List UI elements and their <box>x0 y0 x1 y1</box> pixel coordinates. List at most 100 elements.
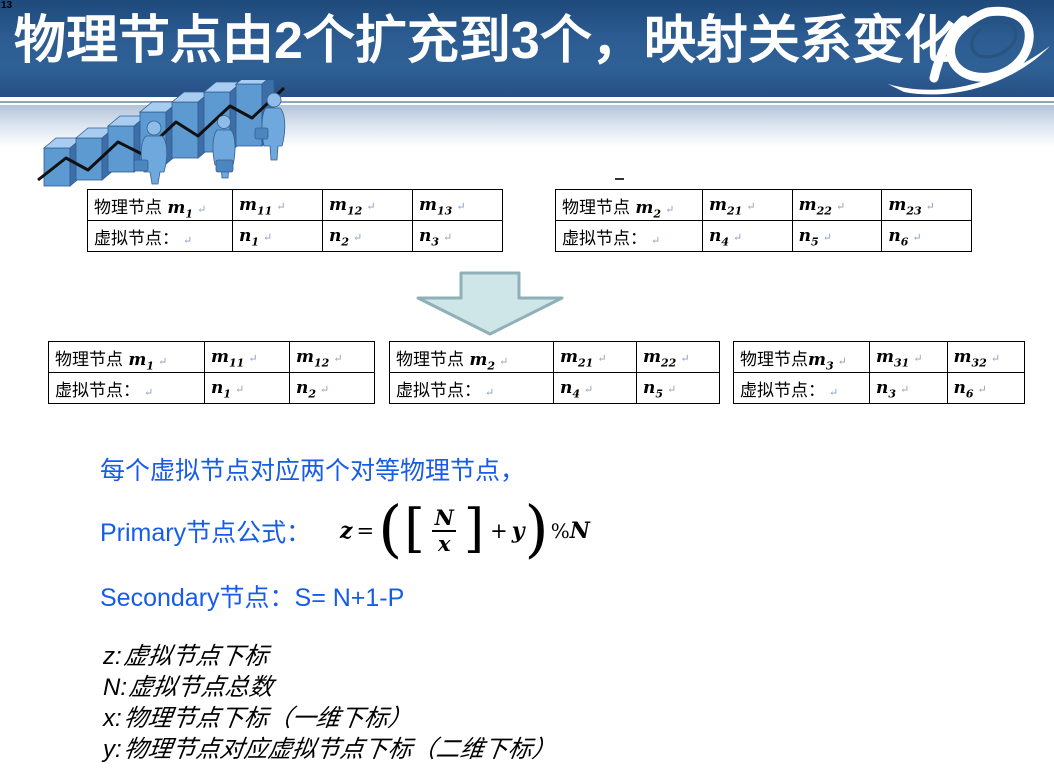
return-mark: ↵ <box>197 202 207 216</box>
return-mark: ↵ <box>443 231 453 244</box>
separator-line <box>0 101 1054 103</box>
return-mark: ↵ <box>320 383 330 396</box>
table-cell: n6 ↵ <box>946 372 1025 404</box>
table-cell: 物理节点 m1 ↵ <box>87 189 233 221</box>
return-mark: ↵ <box>263 231 273 244</box>
person-figure <box>133 120 168 185</box>
table-cell: n1 ↵ <box>232 220 323 252</box>
return-mark: ↵ <box>667 383 677 396</box>
table-row: 物理节点 m2 ↵ m21 ↵ m22 ↵ m23 ↵ <box>555 189 972 221</box>
title-bar <box>0 0 1054 97</box>
return-mark: ↵ <box>990 352 1001 365</box>
return-mark: ↵ <box>746 200 756 213</box>
down-arrow-icon <box>416 271 564 336</box>
return-mark: ↵ <box>485 385 495 399</box>
table-cell: n2 ↵ <box>322 220 413 252</box>
table-cell: m12 ↵ <box>322 189 413 221</box>
mapping-table-bottom-middle: 物理节点 m2 ↵ m21 ↵ m22 ↵ 虚拟节点： ↵ n4 ↵ n5 ↵ <box>389 341 720 404</box>
definition-x: x:物理节点下标（一维下标） <box>103 704 414 732</box>
table-cell: n3 ↵ <box>869 372 948 404</box>
table-cell: 物理节点 m2 ↵ <box>555 189 703 221</box>
return-mark: ↵ <box>248 352 258 365</box>
return-mark: ↵ <box>333 352 343 365</box>
table-cell: 虚拟节点： ↵ <box>48 372 205 404</box>
table-cell: m31 ↵ <box>869 341 948 373</box>
return-mark: ↵ <box>366 200 376 213</box>
formula-mod-sign: % <box>550 519 570 543</box>
formula-lhs: z <box>340 518 353 544</box>
separator-line <box>0 103 1054 105</box>
table-row: 虚拟节点： ↵ n4 ↵ n5 ↵ <box>389 372 720 404</box>
table-cell: m22 ↵ <box>636 341 720 373</box>
table-cell: m21 ↵ <box>553 341 637 373</box>
return-mark: ↵ <box>822 231 832 244</box>
table-cell: n2 ↵ <box>289 372 375 404</box>
slide-title: 物理节点由2个扩充到3个，映射关系变化 <box>14 12 956 70</box>
table-row: 物理节点 m1 ↵ m11 ↵ m12 ↵ <box>48 341 375 373</box>
table-row: 虚拟节点： ↵ n1 ↵ n2 ↵ n3 ↵ <box>87 220 503 252</box>
return-mark: ↵ <box>925 200 935 213</box>
logo-swoosh-icon <box>888 6 1050 95</box>
secondary-formula-line: Secondary节点：S= N+1-P <box>100 584 405 612</box>
return-mark: ↵ <box>829 385 839 399</box>
fraction-denominator: x <box>431 530 457 556</box>
table-cell: m22 ↵ <box>791 189 883 221</box>
table-cell: 物理节点m3 ↵ <box>733 341 870 373</box>
return-mark: ↵ <box>733 231 743 244</box>
return-mark: ↵ <box>353 231 363 244</box>
table-cell: 虚拟节点： ↵ <box>87 220 233 252</box>
table-cell: n6 ↵ <box>881 220 972 252</box>
return-mark: ↵ <box>499 354 509 368</box>
return-mark: ↵ <box>584 383 594 396</box>
return-mark: ↵ <box>276 200 286 213</box>
table-cell: n5 ↵ <box>636 372 720 404</box>
return-mark: ↵ <box>837 354 847 368</box>
return-mark: ↵ <box>651 233 661 247</box>
definition-z: z:虚拟节点下标 <box>103 642 270 670</box>
formula-y: y <box>511 518 525 544</box>
table-row: 虚拟节点： ↵ n1 ↵ n2 ↵ <box>48 372 375 404</box>
table-cell: 虚拟节点： ↵ <box>733 372 870 404</box>
return-mark: ↵ <box>144 385 154 399</box>
table-cell: m23 ↵ <box>881 189 972 221</box>
person-figure <box>254 92 286 161</box>
return-mark: ↵ <box>235 383 245 396</box>
return-mark: ↵ <box>835 200 846 213</box>
fraction-numerator: N <box>434 504 454 530</box>
definition-N: N:虚拟节点总数 <box>103 673 276 701</box>
variable-definitions: z:虚拟节点下标 N:虚拟节点总数 x:物理节点下标（一维下标） y:物理节点对… <box>103 636 558 763</box>
primary-formula-label: Primary节点公式： <box>100 519 312 547</box>
formula-equals: = <box>356 519 375 543</box>
table-cell: n4 ↵ <box>702 220 793 252</box>
table-cell: 物理节点 m2 ↵ <box>389 341 554 373</box>
table-cell: n5 ↵ <box>791 220 883 252</box>
mapping-table-top-right: 物理节点 m2 ↵ m21 ↵ m22 ↵ m23 ↵ 虚拟节点： ↵ n4 ↵ n5 ↵ n6 ↵ <box>555 189 972 252</box>
table-cell: m11 ↵ <box>232 189 323 221</box>
table-cell: m13 ↵ <box>412 189 503 221</box>
return-mark: ↵ <box>680 352 690 365</box>
bar-chart-clipart <box>37 80 286 187</box>
table-cell: m11 ↵ <box>204 341 290 373</box>
table-cell: n1 ↵ <box>204 372 290 404</box>
definition-y: y:物理节点对应虚拟节点下标（二维下标） <box>103 735 558 763</box>
table-row: 物理节点 m1 ↵ m11 ↵ m12 ↵ m13 ↵ <box>87 189 503 221</box>
return-mark: ↵ <box>913 352 923 365</box>
mapping-table-bottom-left: 物理节点 m1 ↵ m11 ↵ m12 ↵ 虚拟节点： ↵ n1 ↵ n2 ↵ <box>48 341 375 404</box>
table-cell: n3 ↵ <box>412 220 503 252</box>
table-cell: 虚拟节点： ↵ <box>555 220 703 252</box>
return-mark: ↵ <box>900 383 910 396</box>
return-mark: ↵ <box>977 383 987 396</box>
note-virtual-node-mapping: 每个虚拟节点对应两个对等物理节点， <box>100 457 526 485</box>
formula-plus: + <box>490 519 508 543</box>
person-figure <box>212 115 236 179</box>
table-cell: m32 ↵ <box>946 341 1025 373</box>
artifact-dash <box>615 178 624 180</box>
mapping-table-top-left: 物理节点 m1 ↵ m11 ↵ m12 ↵ m13 ↵ 虚拟节点： ↵ n1 ↵ n2 ↵ n3 ↵ <box>87 189 503 252</box>
page-number: 13 <box>1 0 13 11</box>
table-cell: m21 ↵ <box>702 189 793 221</box>
return-mark: ↵ <box>665 202 675 216</box>
return-mark: ↵ <box>183 233 193 247</box>
return-mark: ↵ <box>158 354 168 368</box>
table-row: 物理节点m3 ↵ m31 ↵ m32 ↵ <box>733 341 1025 373</box>
table-row: 虚拟节点： ↵ n3 ↵ n6 ↵ <box>733 372 1025 404</box>
